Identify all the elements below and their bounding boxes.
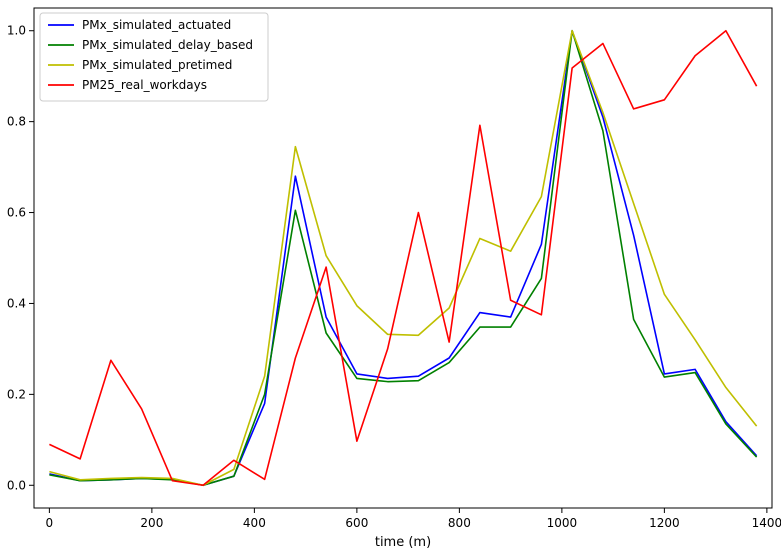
legend: PMx_simulated_actuated PMx_simulated_dela… — [39, 12, 269, 102]
plot-frame — [33, 7, 773, 509]
y-tick-label: 0.6 — [7, 206, 26, 220]
series-line-pmx-simulated-delay-based — [49, 29, 758, 487]
y-tick-label: 0.4 — [7, 296, 26, 310]
x-tick-label: 0 — [46, 516, 54, 530]
x-tick-label: 1200 — [649, 516, 680, 530]
x-tick-label: 1400 — [752, 516, 781, 530]
x-axis: 0 200 400 600 800 1000 1200 1400 — [46, 508, 781, 530]
x-tick-label: 200 — [140, 516, 163, 530]
legend-label: PMx_simulated_delay_based — [82, 38, 253, 52]
legend-label: PMx_simulated_pretimed — [82, 58, 232, 72]
x-tick-label: 600 — [345, 516, 368, 530]
x-axis-title: time (m) — [375, 535, 431, 550]
series-line-pmx-simulated-pretimed — [49, 29, 758, 487]
y-axis: 0.0 0.2 0.4 0.6 0.8 1.0 — [7, 24, 34, 492]
y-tick-label: 0.2 — [7, 387, 26, 401]
legend-box — [39, 12, 269, 102]
x-tick-label: 800 — [448, 516, 471, 530]
legend-label: PMx_simulated_actuated — [82, 18, 231, 32]
y-tick-label: 1.0 — [7, 24, 26, 38]
y-tick-label: 0.8 — [7, 115, 26, 129]
x-tick-label: 400 — [243, 516, 266, 530]
x-tick-label: 1000 — [547, 516, 578, 530]
legend-label: PM25_real_workdays — [82, 78, 207, 92]
plot-lines — [49, 29, 758, 487]
y-tick-label: 0.0 — [7, 478, 26, 492]
series-line-pm25-real-workdays — [49, 29, 758, 487]
